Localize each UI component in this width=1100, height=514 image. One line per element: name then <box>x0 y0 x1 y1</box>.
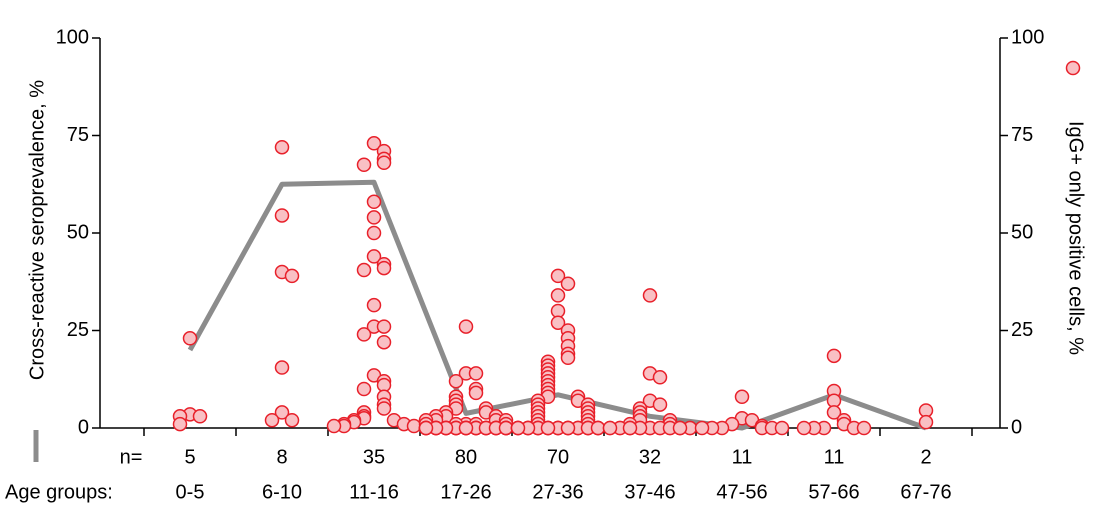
data-point <box>550 288 566 303</box>
data-point <box>560 276 576 291</box>
data-point <box>264 412 280 428</box>
data-point <box>510 420 526 436</box>
count-label: 8 <box>276 446 287 468</box>
count-label: 11 <box>824 446 845 468</box>
data-point <box>418 420 434 436</box>
data-point <box>796 420 812 436</box>
y2-tick-label: 50 <box>1011 221 1033 243</box>
data-point <box>326 418 342 434</box>
data-point <box>284 412 300 428</box>
data-point <box>376 401 392 416</box>
x-tick-label: 37-46 <box>624 481 675 503</box>
x-tick-label: 0-5 <box>176 481 205 503</box>
data-point <box>468 366 484 381</box>
data-point <box>652 397 668 412</box>
y2-tick-label: 25 <box>1011 319 1033 341</box>
data-point <box>642 288 658 303</box>
data-point <box>356 327 372 342</box>
count-label: 70 <box>547 446 569 468</box>
y-axis-title: Cross-reactive seroprevalence, % <box>26 80 48 380</box>
data-point <box>274 139 290 155</box>
data-point <box>376 334 392 350</box>
data-point <box>540 420 556 436</box>
y-tick-label: 0 <box>78 416 89 438</box>
y-tick-label: 50 <box>67 221 89 243</box>
data-point <box>376 319 392 334</box>
data-point <box>356 262 372 278</box>
data-point <box>498 420 514 436</box>
data-point <box>694 420 710 436</box>
data-point <box>826 405 842 420</box>
n-label: n= <box>120 446 143 468</box>
y2-tick-label: 75 <box>1011 124 1033 146</box>
x-tick-label: 27-36 <box>532 481 583 503</box>
count-label: 2 <box>920 446 931 468</box>
y2-axis-title: IgG+ only positive cells, % <box>1065 121 1087 355</box>
x-tick-label: 17-26 <box>440 481 491 503</box>
data-point <box>468 385 484 401</box>
data-point <box>366 194 382 210</box>
data-point <box>182 331 198 346</box>
x-tick-label: 6-10 <box>262 481 302 503</box>
data-point <box>366 136 382 151</box>
data-point <box>560 350 576 366</box>
data-point <box>376 260 392 276</box>
data-point <box>366 297 382 313</box>
x-tick-label: 47-56 <box>716 481 767 503</box>
data-point <box>172 416 188 432</box>
data-point <box>366 249 382 264</box>
data-point <box>458 319 474 334</box>
data-point <box>356 157 372 172</box>
data-point <box>856 420 872 436</box>
data-point <box>918 414 934 430</box>
data-point <box>406 418 422 434</box>
data-point <box>274 405 290 420</box>
x-axis-title: Age groups: <box>5 481 113 503</box>
count-label: 5 <box>184 446 195 468</box>
data-point <box>448 373 464 389</box>
x-tick-label: 67-76 <box>900 481 951 503</box>
data-point <box>274 360 290 375</box>
x-tick-label: 57-66 <box>808 481 859 503</box>
data-point <box>192 409 208 424</box>
x-tick-label: 11-16 <box>349 481 399 503</box>
y2-tick-label: 100 <box>1011 26 1044 48</box>
data-point <box>590 420 606 436</box>
data-point <box>652 370 668 385</box>
data-point <box>774 420 790 436</box>
data-point <box>672 420 688 436</box>
count-label: 35 <box>363 446 385 468</box>
data-point <box>622 420 638 436</box>
data-point <box>550 268 566 284</box>
y-tick-label: 100 <box>56 26 89 48</box>
y-tick-label: 75 <box>67 124 89 146</box>
data-point <box>376 155 392 171</box>
data-point <box>284 268 300 284</box>
data-point <box>602 420 618 436</box>
data-point <box>560 420 576 436</box>
count-label: 80 <box>455 446 477 468</box>
y-tick-label: 25 <box>67 319 89 341</box>
data-point <box>734 389 750 405</box>
data-point <box>458 420 474 436</box>
data-point <box>274 208 290 223</box>
data-point <box>826 348 842 364</box>
y2-tick-label: 0 <box>1011 416 1022 438</box>
count-label: 32 <box>639 446 661 468</box>
line-series <box>187 179 927 431</box>
data-point <box>366 210 382 225</box>
legend-point-marker <box>1065 60 1081 76</box>
count-label: 11 <box>732 446 753 468</box>
data-point <box>550 315 566 330</box>
data-point <box>356 381 372 397</box>
data-point <box>366 225 382 241</box>
